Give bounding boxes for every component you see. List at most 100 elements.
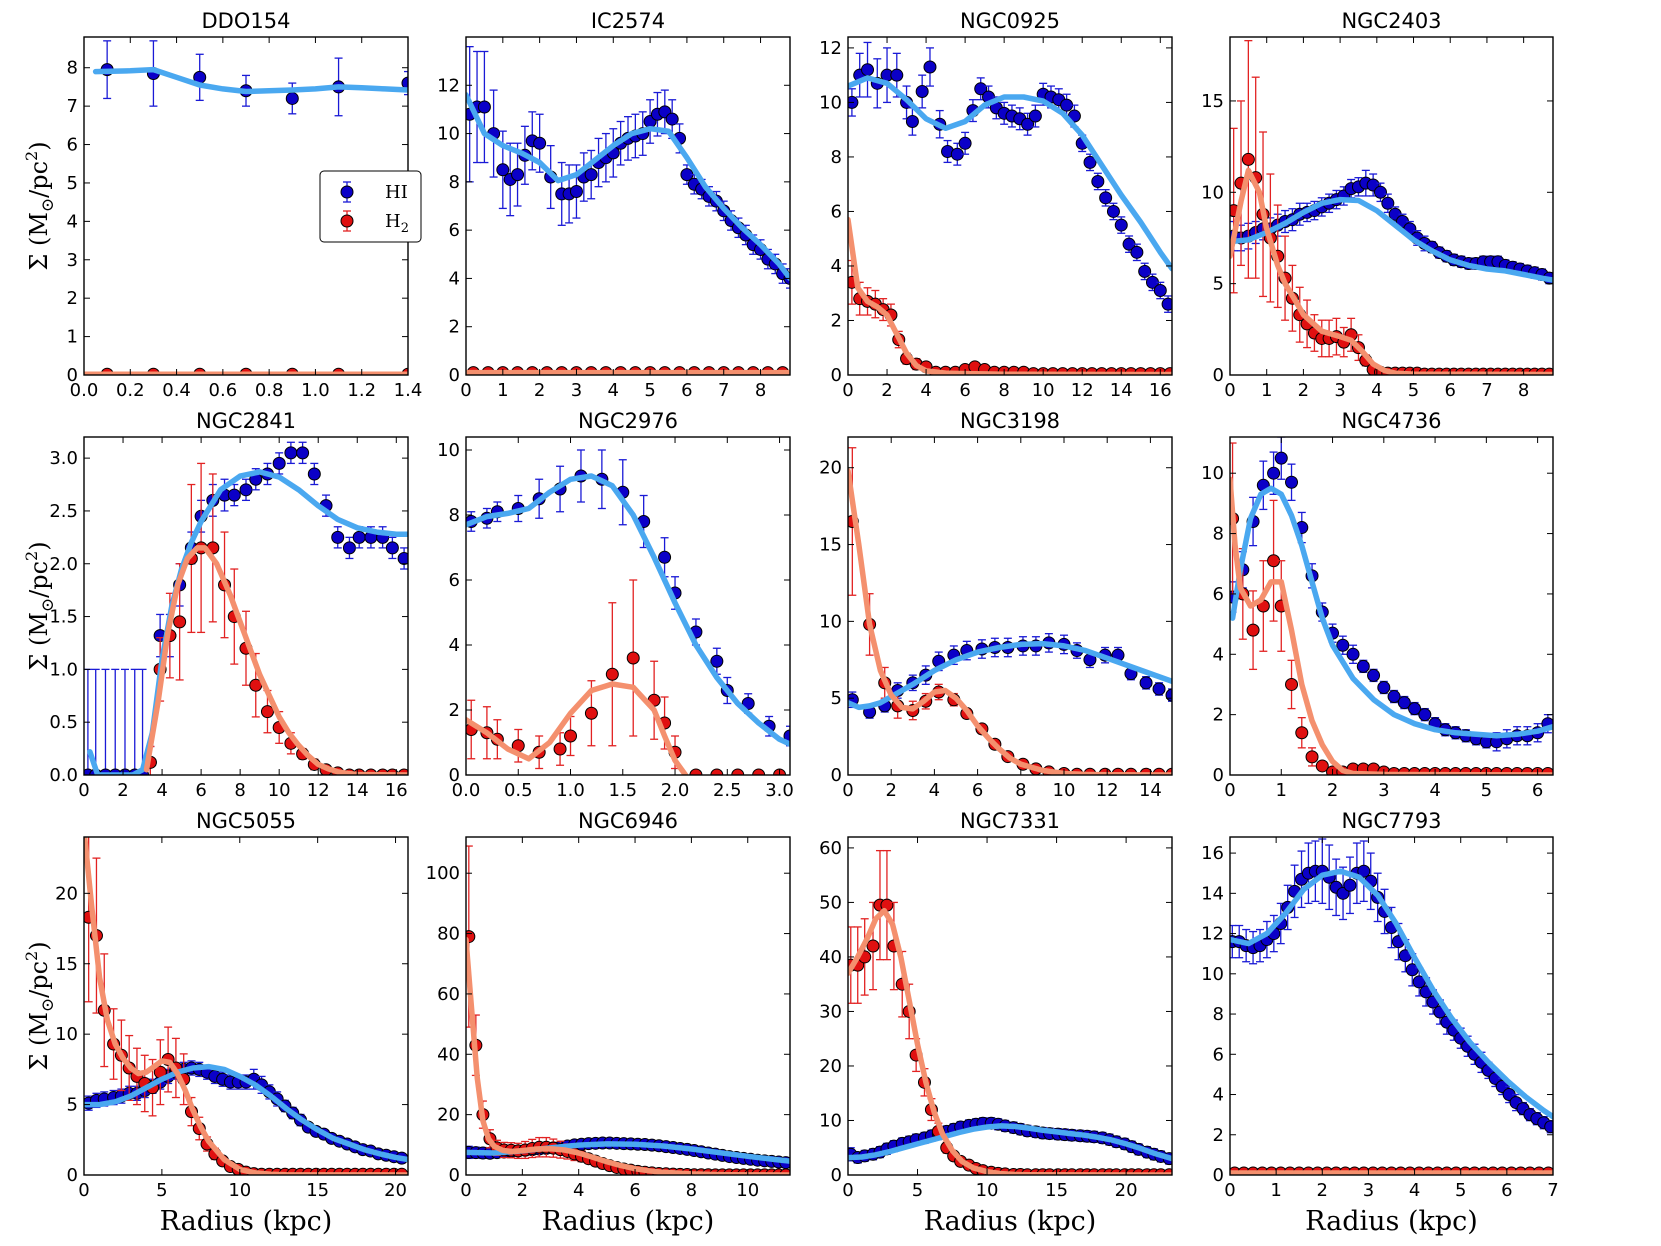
hi-point xyxy=(1387,690,1401,704)
y-tick-label: 10 xyxy=(819,92,842,113)
plot-area xyxy=(848,849,1172,1175)
y-tick-label: 5 xyxy=(1213,274,1224,295)
hi-fit-line xyxy=(84,1063,408,1163)
hi-fit-line xyxy=(848,640,1172,711)
y-tick-label: 1.5 xyxy=(49,607,78,628)
h2-point xyxy=(260,705,274,719)
hi-point xyxy=(1343,878,1357,892)
hi-point xyxy=(1397,696,1411,710)
h2-fit-line xyxy=(1230,167,1553,375)
x-tick-label: 5 xyxy=(1408,380,1419,401)
plot-area xyxy=(1230,437,1553,775)
x-tick-label: 4 xyxy=(929,780,940,801)
y-tick-label: 8 xyxy=(1213,1004,1224,1025)
hi-point xyxy=(569,185,583,199)
y-tick-label: 8 xyxy=(449,505,460,526)
y-tick-label: 5 xyxy=(831,688,842,709)
axes-frame xyxy=(847,436,1173,776)
axes-frame xyxy=(1229,836,1554,1176)
y-tick-label: 4 xyxy=(67,211,78,232)
y-tick-label: 0 xyxy=(449,365,460,386)
h2-fit-line xyxy=(143,545,408,775)
hi-point xyxy=(1373,185,1387,199)
h2-point xyxy=(173,615,187,629)
plot-area xyxy=(1230,838,1553,1175)
plot-area xyxy=(1230,40,1553,375)
hi-point xyxy=(1021,117,1035,131)
hi-point xyxy=(307,467,321,481)
hi-fit-line xyxy=(92,66,408,95)
hi-point xyxy=(923,60,937,74)
x-tick-label: 2 xyxy=(517,1180,528,1201)
x-tick-label: 0 xyxy=(842,380,853,401)
y-tick-label: 4 xyxy=(449,268,460,289)
panel-title: NGC2841 xyxy=(196,409,296,433)
panel-ngc2841: NGC2841 0 2 4 6 8 10 12 14 16 0.0 0.5 1.0 1.5 2.0 2.5 3.… xyxy=(22,409,409,801)
plot-area xyxy=(84,40,408,375)
x-tick-label: 3 xyxy=(1363,1180,1374,1201)
x-tick-label: 1 xyxy=(1261,380,1272,401)
hi-point xyxy=(915,85,929,99)
hi-point xyxy=(1274,451,1288,465)
x-tick-label: 6 xyxy=(959,380,970,401)
x-tick-label: 4 xyxy=(1409,1180,1420,1201)
x-tick-label: 0.2 xyxy=(116,380,145,401)
y-tick-label: 2 xyxy=(67,288,78,309)
hi-point xyxy=(385,541,399,555)
x-tick-label: 12 xyxy=(1096,780,1119,801)
y-tick-label: 4 xyxy=(449,635,460,656)
plot-area xyxy=(84,837,408,1175)
h2-fit-line xyxy=(84,837,408,1175)
h2-point xyxy=(553,742,567,756)
x-tick-label: 16 xyxy=(385,780,408,801)
hi-point xyxy=(741,697,755,710)
hi-point xyxy=(584,168,598,182)
hi-point xyxy=(1161,297,1172,311)
panel-title: NGC7793 xyxy=(1341,809,1441,833)
hi-fit-line xyxy=(466,92,790,282)
x-axis-label: Radius (kpc) xyxy=(924,1206,1097,1237)
x-tick-label: 16 xyxy=(1149,380,1172,401)
y-tick-label: 0 xyxy=(67,1165,78,1186)
y-tick-label: 8 xyxy=(449,172,460,193)
y-tick-label: 6 xyxy=(1213,1044,1224,1065)
axes-frame xyxy=(1229,36,1554,376)
y-tick-label: 0.5 xyxy=(49,712,78,733)
y-axis-label: Σ (M⊙/pc2) xyxy=(22,941,58,1070)
hi-point xyxy=(1028,109,1042,123)
x-tick-label: 6 xyxy=(195,780,206,801)
hi-point xyxy=(1405,963,1419,977)
panel-title: NGC7331 xyxy=(960,809,1060,833)
x-tick-label: 14 xyxy=(346,780,369,801)
y-tick-label: 8 xyxy=(831,147,842,168)
y-tick-label: 10 xyxy=(1201,463,1224,484)
y-tick-label: 30 xyxy=(819,1001,842,1022)
hi-point xyxy=(861,63,875,77)
y-tick-label: 1.0 xyxy=(49,659,78,680)
y-tick-label: 40 xyxy=(437,1044,460,1065)
hi-point xyxy=(958,136,972,150)
panel-ngc4736: NGC4736 0 1 2 3 4 5 6 0 2 4 6 8 10 xyxy=(1201,409,1554,801)
x-tick-label: 6 xyxy=(629,1180,640,1201)
x-tick-label: 2 xyxy=(881,380,892,401)
x-tick-label: 6 xyxy=(1532,780,1543,801)
hi-point xyxy=(1367,668,1381,682)
hi-point xyxy=(905,115,919,128)
y-tick-label: 2 xyxy=(449,317,460,338)
y-tick-label: 0 xyxy=(67,365,78,386)
y-tick-label: 10 xyxy=(437,124,460,145)
x-tick-label: 2.5 xyxy=(713,780,742,801)
panel-title: NGC2403 xyxy=(1341,9,1441,33)
hi-point xyxy=(272,456,286,470)
x-tick-label: 2.0 xyxy=(661,780,690,801)
y-tick-label: 10 xyxy=(1201,964,1224,985)
y-tick-label: 7 xyxy=(67,96,78,117)
x-tick-label: 3 xyxy=(1334,380,1345,401)
panel-title: NGC4736 xyxy=(1341,409,1441,433)
h2-point xyxy=(731,768,745,775)
x-tick-label: 20 xyxy=(384,1180,407,1201)
y-tick-label: 3 xyxy=(67,250,78,271)
